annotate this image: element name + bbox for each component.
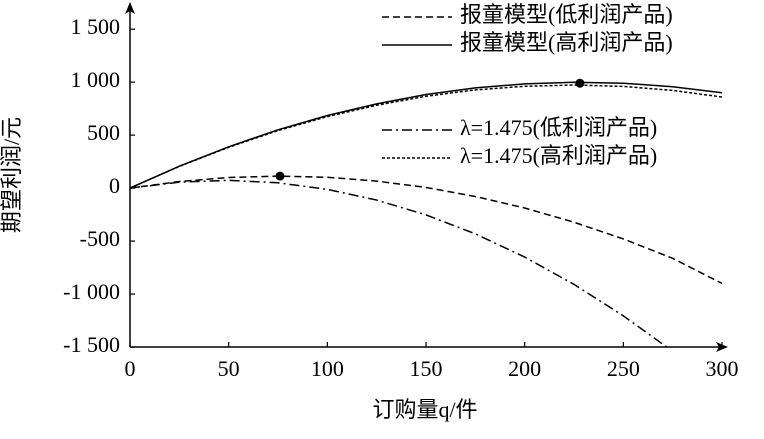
x-axis-label: 订购量q/件 [372,397,477,422]
marker-point [575,78,585,88]
y-tick-label: -1 000 [63,279,120,304]
y-axis-arrow [125,2,135,14]
legend-label: λ=1.475(高利润产品) [460,143,657,168]
x-tick-label: 300 [706,356,739,381]
legend-label: λ=1.475(低利润产品) [460,115,657,140]
series-line [129,179,668,348]
legend-label: 报童模型(低利润产品) [460,2,673,27]
y-axis-label: 期望利润/元 [0,117,24,233]
y-tick-label: 500 [87,120,120,145]
x-tick-label: 250 [607,356,640,381]
series-line [129,175,723,285]
x-tick-label: 0 [125,356,136,381]
x-tick-label: 50 [218,356,240,381]
y-tick-label: -1 500 [63,332,120,357]
series-line [129,84,723,189]
y-tick-label: 1 000 [71,67,121,92]
x-tick-label: 100 [311,356,344,381]
x-tick-label: 200 [508,356,541,381]
x-tick-label: 150 [410,356,443,381]
y-tick-label: -500 [80,226,120,251]
y-tick-label: 1 500 [71,14,121,39]
legend-label: 报童模型(高利润产品) [460,30,673,55]
y-tick-label: 0 [109,173,120,198]
marker-point [275,171,285,181]
